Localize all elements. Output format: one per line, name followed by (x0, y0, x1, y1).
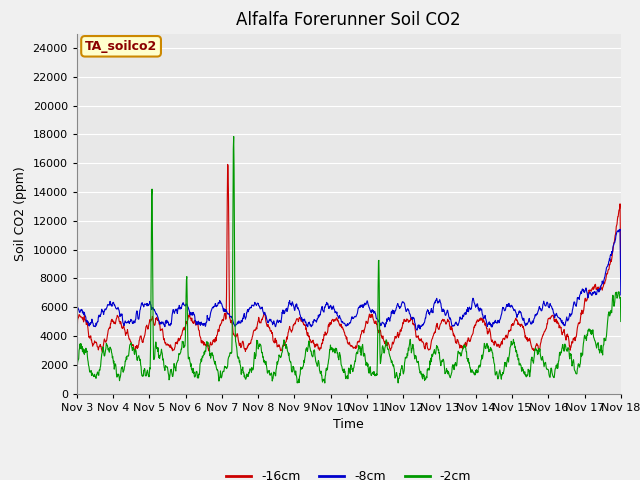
X-axis label: Time: Time (333, 418, 364, 431)
Text: TA_soilco2: TA_soilco2 (85, 40, 157, 53)
Title: Alfalfa Forerunner Soil CO2: Alfalfa Forerunner Soil CO2 (237, 11, 461, 29)
Y-axis label: Soil CO2 (ppm): Soil CO2 (ppm) (14, 166, 27, 261)
Legend: -16cm, -8cm, -2cm: -16cm, -8cm, -2cm (221, 465, 476, 480)
